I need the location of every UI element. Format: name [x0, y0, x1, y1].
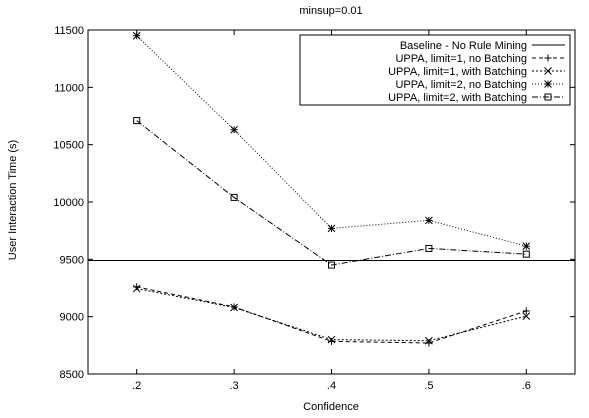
- legend-box: [299, 34, 571, 106]
- y-tick-label: 9000: [60, 312, 84, 324]
- legend-marker: [544, 67, 552, 75]
- series-4-point: [230, 125, 238, 134]
- y-tick-label: 10000: [53, 197, 84, 209]
- series-5-point: [522, 250, 530, 258]
- legend-label: Baseline - No Rule Mining: [400, 40, 527, 52]
- series-2-point: [328, 337, 335, 345]
- series-5-point: [133, 117, 141, 125]
- series-4-point: [327, 224, 336, 233]
- legend-label: UPPA, limit=2, with Batching: [388, 92, 527, 104]
- series-2-point: [133, 283, 141, 291]
- series-layer: [88, 31, 575, 347]
- chart-title: minsup=0.01: [299, 5, 362, 17]
- series-3-point: [230, 303, 238, 312]
- legend-label: UPPA, limit=2, no Batching: [395, 79, 527, 91]
- legend-marker: [544, 54, 552, 62]
- x-tick-label: .5: [424, 380, 433, 392]
- y-tick-label: 11000: [54, 82, 84, 94]
- legend-marker: [544, 93, 552, 101]
- x-tick-label: .2: [132, 380, 141, 392]
- x-tick-label: .6: [522, 380, 531, 392]
- series-4-point: [522, 242, 531, 251]
- x-axis-label: Confidence: [303, 401, 359, 413]
- legend-label: UPPA, limit=1, with Batching: [388, 66, 527, 78]
- legend-marker: [544, 80, 552, 88]
- y-tick-label: 11500: [54, 25, 84, 37]
- series-5-point: [328, 261, 335, 269]
- axis-ticks: 8500 9000 9500 10000 10500 11000 11500 .2 .3 .4 .5…: [53, 25, 575, 392]
- series-3-point: [327, 335, 336, 344]
- y-tick-label: 9500: [60, 254, 84, 266]
- series-3-point: [522, 312, 531, 320]
- series-4-point: [425, 216, 433, 225]
- x-tick-label: .3: [230, 380, 239, 392]
- series-line-3: [136, 288, 527, 342]
- series-3-point: [425, 336, 433, 345]
- y-tick-label: 10500: [53, 140, 84, 152]
- y-tick-label: 8500: [60, 369, 84, 381]
- series-5-point: [425, 244, 433, 252]
- legend-label: UPPA, limit=1, no Batching: [395, 53, 527, 65]
- series-5-point: [230, 193, 238, 201]
- series-3-point: [132, 284, 141, 293]
- series-line-2: [136, 286, 527, 344]
- x-tick-label: .4: [327, 380, 336, 392]
- y-axis-label: User Interaction Time (s): [7, 140, 19, 260]
- series-line-5: [136, 120, 527, 266]
- series-2-point: [522, 307, 530, 315]
- series-4-point: [132, 31, 141, 40]
